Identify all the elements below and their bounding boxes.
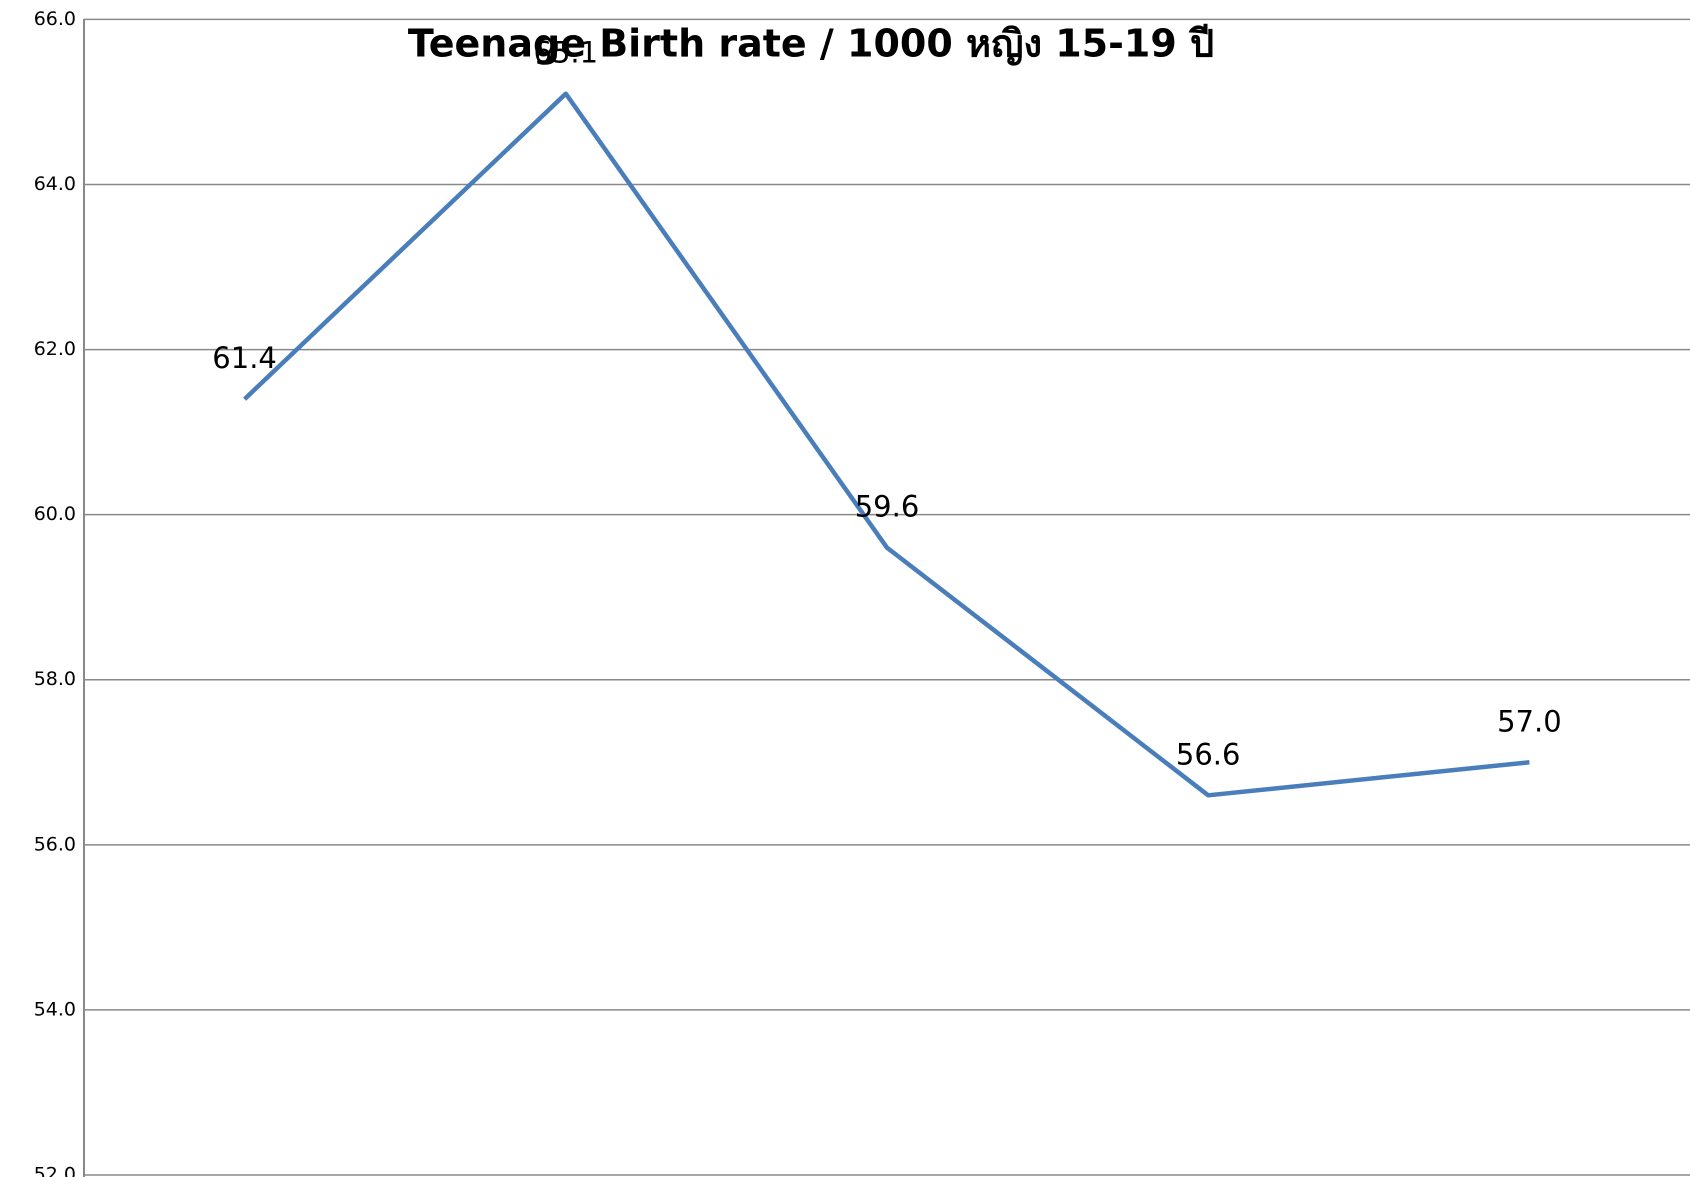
y-tick-label: 54.0 bbox=[34, 998, 76, 1020]
y-tick-label: 64.0 bbox=[34, 173, 76, 195]
data-label: 56.6 bbox=[1176, 737, 1241, 771]
series-line bbox=[243, 91, 1530, 798]
y-tick-label: 56.0 bbox=[34, 833, 76, 855]
y-tick-label: 62.0 bbox=[34, 338, 76, 360]
y-tick-label: 66.0 bbox=[34, 8, 76, 30]
plot: 61.4 65.1 59.6 56.6 57.0 bbox=[212, 36, 1562, 798]
data-label: 57.0 bbox=[1497, 704, 1562, 738]
data-label: 65.1 bbox=[534, 36, 599, 70]
y-tick-label: 52.0 bbox=[34, 1164, 76, 1177]
y-tick-label: 58.0 bbox=[34, 668, 76, 690]
chart-title: Teenage Birth rate / 1000 หญิง 15-19 ปี bbox=[408, 22, 1214, 66]
y-tick-label: 60.0 bbox=[34, 503, 76, 525]
data-label: 61.4 bbox=[212, 341, 277, 375]
data-label: 59.6 bbox=[855, 490, 920, 524]
grid: 52.0 54.0 56.0 58.0 60.0 62.0 64.0 66.0 bbox=[34, 8, 1690, 1177]
